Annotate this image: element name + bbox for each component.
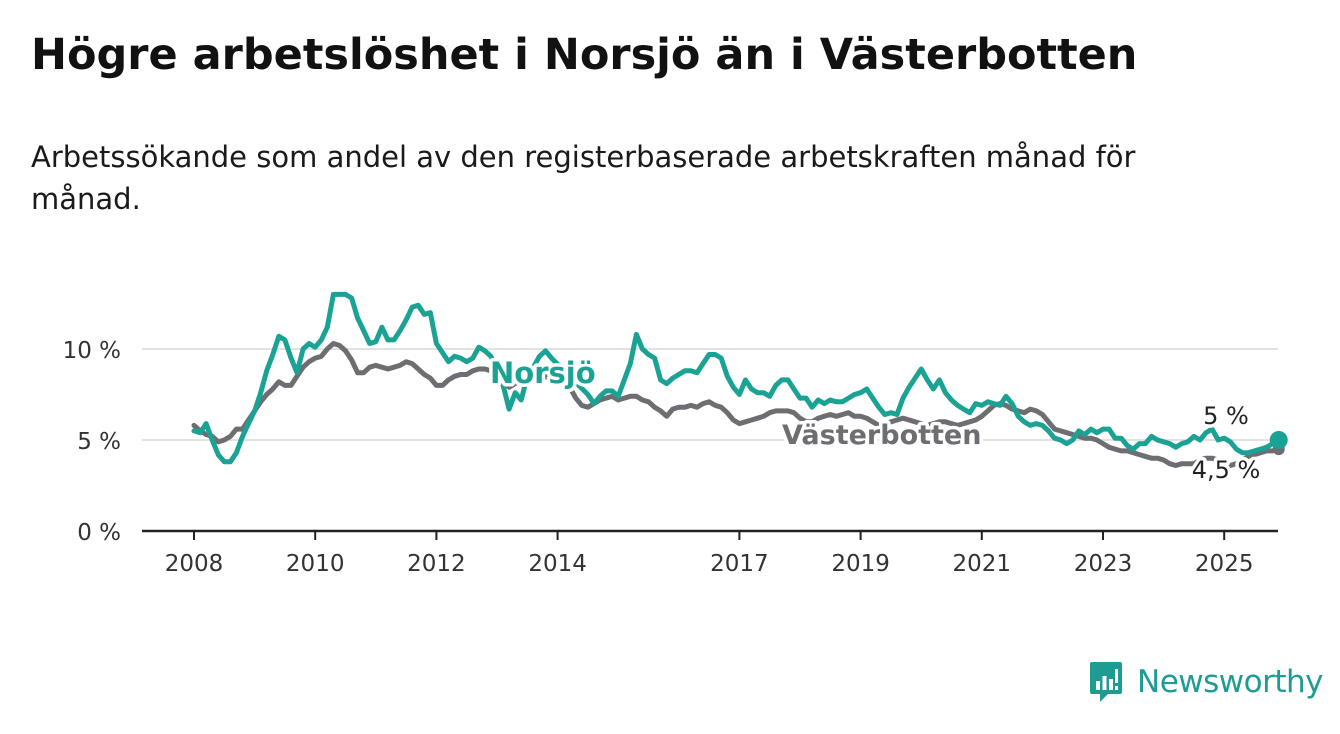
series-line-norsjo [191, 291, 1282, 465]
brand-name: Newsworthy [1137, 664, 1323, 700]
x-tick-label: 2014 [528, 551, 587, 577]
chart-subtitle: Arbetssökande som andel av den registerb… [31, 140, 1136, 216]
series-label-vasterbotten: Västerbotten [782, 420, 981, 451]
x-tick-label: 2021 [953, 551, 1012, 577]
newsworthy-chart-logo-icon [1090, 662, 1122, 702]
series-label-norsjo: Norsjö [490, 356, 596, 390]
y-tick-label: 0 % [77, 520, 121, 546]
series-label-vasterbotten-halo: Västerbotten [782, 420, 981, 451]
x-tick-label: 2010 [286, 551, 345, 577]
series-label-norsjo-halo: Norsjö [490, 356, 596, 390]
end-point-norsjo [1269, 431, 1288, 449]
x-tick-label: 2008 [165, 551, 224, 577]
x-tick-label: 2023 [1074, 551, 1133, 577]
y-tick-label: 5 % [77, 429, 121, 455]
x-tick-label: 2012 [407, 551, 466, 577]
brand-logo: Newsworthy [1089, 660, 1323, 704]
end-value-norsjo-halo: 5 % [1203, 402, 1249, 430]
series-line-vasterbotten [191, 341, 1282, 468]
y-tick-label: 10 % [63, 338, 121, 364]
x-tick-label: 2019 [831, 551, 890, 577]
x-tick-label: 2025 [1195, 551, 1254, 577]
end-value-norsjo: 5 % [1203, 402, 1249, 430]
end-value-vasterbotten: 4,5 % [1192, 456, 1261, 484]
chart-title: Högre arbetslöshet i Norsjö än i Västerb… [31, 30, 1138, 80]
x-tick-label: 2017 [710, 551, 769, 577]
end-value-vasterbotten-halo: 4,5 % [1192, 456, 1261, 484]
